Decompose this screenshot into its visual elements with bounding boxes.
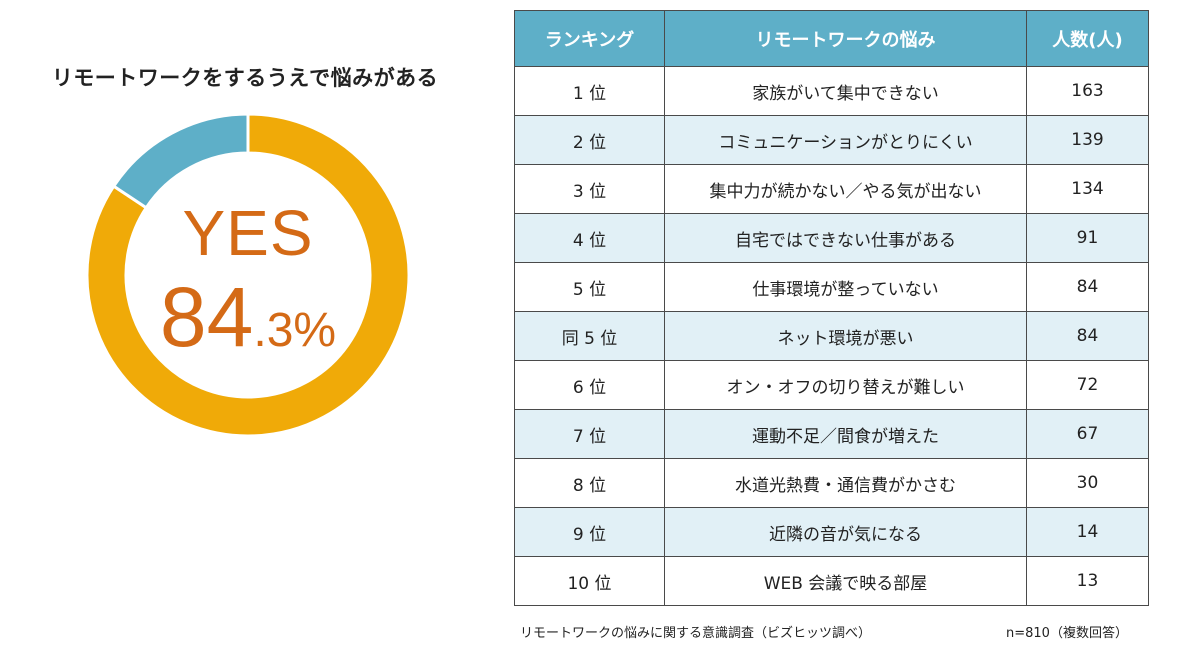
sample-size-note: n=810（複数回答）	[1006, 626, 1128, 641]
header-count: 人数(人)	[1026, 10, 1149, 67]
chart-title: リモートワークをするうえで悩みがある	[51, 66, 439, 90]
count-cell: 14	[1026, 507, 1149, 557]
worry-cell: WEB 会議で映る部屋	[664, 556, 1027, 606]
worry-cell: 水道光熱費・通信費がかさむ	[664, 458, 1027, 508]
table-row: 6 位オン・オフの切り替えが難しい 72	[514, 360, 1149, 410]
ranking-table: ランキング リモートワークの悩み 人数(人) 1 位家族がいて集中できない 163…	[514, 10, 1149, 606]
rank-cell: 4 位	[514, 213, 665, 263]
donut-chart	[86, 113, 410, 437]
worry-cell: 運動不足／間食が増えた	[664, 409, 1027, 459]
worry-cell: オン・オフの切り替えが難しい	[664, 360, 1027, 410]
count-cell: 84	[1026, 262, 1149, 312]
donut-slice-yes	[86, 113, 410, 437]
table-row: 5 位仕事環境が整っていない 84	[514, 262, 1149, 312]
rank-cell: 3 位	[514, 164, 665, 214]
rank-cell: 9 位	[514, 507, 665, 557]
worry-cell: コミュニケーションがとりにくい	[664, 115, 1027, 165]
worry-cell: 集中力が続かない／やる気が出ない	[664, 164, 1027, 214]
rank-cell: 10 位	[514, 556, 665, 606]
worry-cell: 自宅ではできない仕事がある	[664, 213, 1027, 263]
table-row: 4 位自宅ではできない仕事がある 91	[514, 213, 1149, 263]
count-cell: 30	[1026, 458, 1149, 508]
count-cell: 72	[1026, 360, 1149, 410]
table-header-row: ランキング リモートワークの悩み 人数(人)	[514, 10, 1149, 67]
table-row: 3 位集中力が続かない／やる気が出ない 134	[514, 164, 1149, 214]
worry-cell: 近隣の音が気になる	[664, 507, 1027, 557]
rank-cell: 1 位	[514, 66, 665, 116]
worry-cell: ネット環境が悪い	[664, 311, 1027, 361]
worry-cell: 家族がいて集中できない	[664, 66, 1027, 116]
table-row: 2 位コミュニケーションがとりにくい 139	[514, 115, 1149, 165]
count-cell: 91	[1026, 213, 1149, 263]
rank-cell: 6 位	[514, 360, 665, 410]
worry-cell: 仕事環境が整っていない	[664, 262, 1027, 312]
rank-cell: 8 位	[514, 458, 665, 508]
header-worry: リモートワークの悩み	[664, 10, 1027, 67]
table-row: 9 位近隣の音が気になる 14	[514, 507, 1149, 557]
count-cell: 13	[1026, 556, 1149, 606]
survey-source-note: リモートワークの悩みに関する意識調査（ビズヒッツ調べ）	[520, 626, 872, 641]
count-cell: 84	[1026, 311, 1149, 361]
count-cell: 67	[1026, 409, 1149, 459]
table-row: 同 5 位ネット環境が悪い 84	[514, 311, 1149, 361]
donut-slice-no	[111, 113, 250, 210]
count-cell: 134	[1026, 164, 1149, 214]
count-cell: 139	[1026, 115, 1149, 165]
rank-cell: 同 5 位	[514, 311, 665, 361]
rank-cell: 5 位	[514, 262, 665, 312]
table-row: 1 位家族がいて集中できない 163	[514, 66, 1149, 116]
table-row: 10 位 WEB 会議で映る部屋 13	[514, 556, 1149, 606]
count-cell: 163	[1026, 66, 1149, 116]
header-rank: ランキング	[514, 10, 665, 67]
table-row: 7 位運動不足／間食が増えた 67	[514, 409, 1149, 459]
rank-cell: 7 位	[514, 409, 665, 459]
rank-cell: 2 位	[514, 115, 665, 165]
table-row: 8 位水道光熱費・通信費がかさむ 30	[514, 458, 1149, 508]
